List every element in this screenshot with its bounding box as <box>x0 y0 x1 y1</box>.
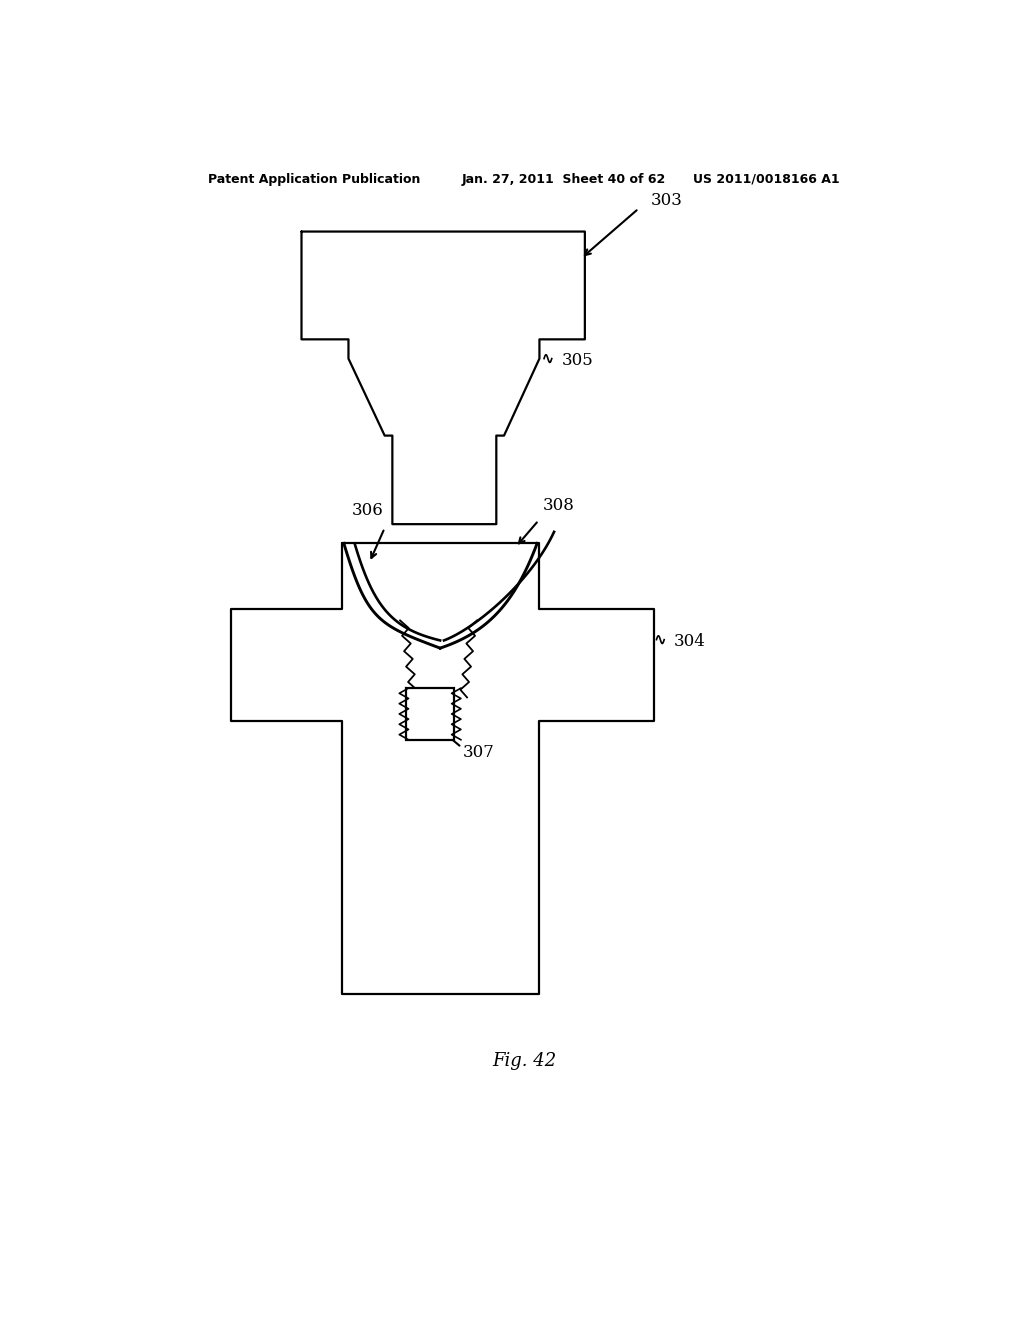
Text: 308: 308 <box>543 498 574 515</box>
Text: US 2011/0018166 A1: US 2011/0018166 A1 <box>692 173 840 186</box>
Text: 304: 304 <box>674 632 706 649</box>
Text: 306: 306 <box>352 502 384 519</box>
Text: 305: 305 <box>562 351 594 368</box>
Text: Patent Application Publication: Patent Application Publication <box>208 173 420 186</box>
Text: 307: 307 <box>463 744 495 762</box>
Bar <box>407 688 454 739</box>
Text: Jan. 27, 2011  Sheet 40 of 62: Jan. 27, 2011 Sheet 40 of 62 <box>462 173 666 186</box>
Text: 303: 303 <box>650 193 682 210</box>
Text: Fig. 42: Fig. 42 <box>493 1052 557 1069</box>
